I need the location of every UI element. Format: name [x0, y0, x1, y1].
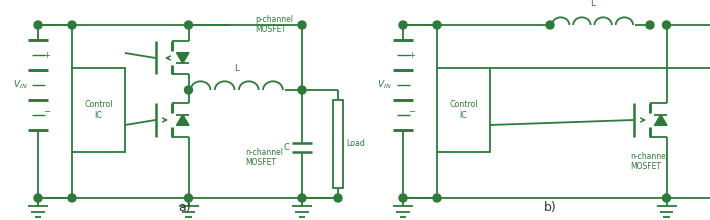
Circle shape: [298, 21, 306, 29]
Text: Load: Load: [346, 139, 365, 148]
Circle shape: [399, 21, 407, 29]
Circle shape: [185, 21, 192, 29]
Text: L: L: [234, 64, 239, 73]
Circle shape: [433, 21, 441, 29]
Circle shape: [662, 21, 670, 29]
Circle shape: [185, 86, 192, 94]
Text: $-$: $-$: [43, 106, 51, 114]
Circle shape: [68, 21, 76, 29]
Circle shape: [646, 21, 654, 29]
Circle shape: [546, 21, 554, 29]
Bar: [333, 100, 343, 188]
Text: b): b): [544, 201, 557, 214]
Text: Control
IC: Control IC: [84, 100, 113, 120]
Text: Control
IC: Control IC: [449, 100, 478, 120]
Text: C: C: [283, 143, 289, 152]
Text: n-channel
MOSFET: n-channel MOSFET: [245, 148, 283, 167]
Circle shape: [298, 194, 306, 202]
Polygon shape: [655, 115, 667, 125]
Text: $V_{IN}$: $V_{IN}$: [13, 79, 28, 91]
Circle shape: [334, 194, 342, 202]
Circle shape: [34, 194, 42, 202]
Circle shape: [298, 86, 306, 94]
Circle shape: [68, 194, 76, 202]
Text: $-$: $-$: [408, 106, 416, 114]
Circle shape: [662, 194, 670, 202]
Text: L: L: [590, 0, 595, 8]
Bar: [437, 68, 490, 152]
Circle shape: [433, 194, 441, 202]
Circle shape: [399, 194, 407, 202]
Bar: [72, 68, 125, 152]
Text: $V_{IN}$: $V_{IN}$: [377, 79, 392, 91]
Polygon shape: [177, 53, 189, 63]
Text: a): a): [179, 201, 191, 214]
Circle shape: [34, 21, 42, 29]
Text: +: +: [408, 51, 415, 59]
Text: n-channel
MOSFET: n-channel MOSFET: [630, 152, 668, 171]
Text: p-channel
MOSFET: p-channel MOSFET: [255, 15, 293, 34]
Polygon shape: [177, 115, 189, 125]
Circle shape: [185, 194, 192, 202]
Text: +: +: [43, 51, 50, 59]
